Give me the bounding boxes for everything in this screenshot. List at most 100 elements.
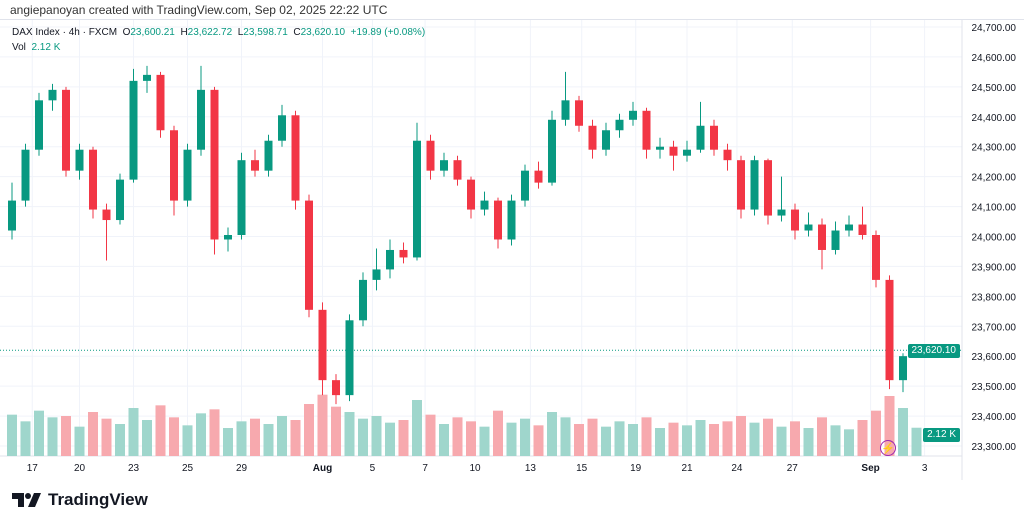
y-tick-label: 24,600.00 xyxy=(972,53,1017,64)
y-tick-label: 24,700.00 xyxy=(972,23,1017,34)
candle-body xyxy=(143,74,151,81)
volume-bar xyxy=(776,426,787,456)
volume-bar xyxy=(439,424,449,456)
volume-bar xyxy=(20,421,31,456)
candle-body xyxy=(723,149,732,161)
candle-body xyxy=(696,125,705,150)
volume-bar xyxy=(817,417,827,456)
volume-bar xyxy=(520,418,530,456)
volume-bar xyxy=(169,417,179,456)
volume-value: 2.12 K xyxy=(31,42,61,53)
volume-bar xyxy=(493,410,503,456)
x-tick-label: 21 xyxy=(681,463,693,474)
x-tick-label: 23 xyxy=(128,463,140,474)
volume-bar xyxy=(452,417,463,456)
symbol-name[interactable]: DAX Index · 4h · FXCM xyxy=(12,27,118,38)
candle-body xyxy=(548,119,556,183)
candle-body xyxy=(534,170,543,183)
y-tick-label: 23,800.00 xyxy=(972,292,1017,303)
candlestick-chart[interactable]: 24,700.00 24,600.00 24,500.00 24,400.00 24,3… xyxy=(0,0,1024,490)
volume-bar xyxy=(871,410,881,456)
volume-bar xyxy=(101,418,112,456)
candle-body xyxy=(89,149,97,210)
x-tick-label: 15 xyxy=(576,463,588,474)
volume-bar xyxy=(236,421,247,456)
volume-bar xyxy=(641,417,652,456)
high-label: H xyxy=(180,27,188,38)
candle-body xyxy=(494,200,502,240)
volume-bar xyxy=(7,414,17,456)
volume-bar xyxy=(128,408,139,456)
y-tick-label: 23,900.00 xyxy=(972,262,1017,273)
tradingview-logo[interactable]: TradingView xyxy=(12,490,148,510)
x-tick-label: 27 xyxy=(787,463,799,474)
candle-body xyxy=(467,179,475,210)
volume-bar xyxy=(331,406,341,456)
x-tick-label: 13 xyxy=(525,463,537,474)
candle-body xyxy=(737,160,745,210)
y-tick-label: 24,100.00 xyxy=(972,203,1017,214)
volume-bar xyxy=(736,416,746,456)
volume-bar xyxy=(722,421,733,456)
candle-body xyxy=(750,160,759,210)
candle-body xyxy=(710,125,718,150)
volume-bar xyxy=(803,428,814,456)
volume-label: Vol xyxy=(12,42,26,53)
volume-bar xyxy=(209,409,220,456)
volume-bar xyxy=(506,422,517,456)
volume-bar xyxy=(466,421,476,456)
candle-body xyxy=(332,380,340,396)
volume-bar xyxy=(155,405,166,456)
volume-bar xyxy=(844,429,854,456)
x-tick-label: 7 xyxy=(422,463,428,474)
candle-body xyxy=(372,269,381,280)
y-tick-label: 24,200.00 xyxy=(972,173,1017,184)
volume-bar xyxy=(547,412,557,456)
volume-bar xyxy=(34,410,44,456)
volume-bar xyxy=(398,420,409,456)
candle-body xyxy=(21,149,30,201)
candle-body xyxy=(359,279,367,321)
candle-body xyxy=(156,74,165,131)
candle-body xyxy=(386,249,394,270)
volume-bar xyxy=(479,426,490,456)
candle-body xyxy=(561,100,570,120)
candle-body xyxy=(777,209,786,216)
x-tick-label: 17 xyxy=(27,463,39,474)
y-tick-label: 23,300.00 xyxy=(972,442,1017,453)
candle-body xyxy=(480,200,489,210)
volume-bar xyxy=(412,400,422,456)
candle-body xyxy=(305,200,313,310)
volume-bar xyxy=(857,420,868,456)
candle-body xyxy=(48,89,57,101)
candle-body xyxy=(62,89,70,171)
candle-body xyxy=(642,110,651,150)
candle-body xyxy=(656,146,664,150)
candle-body xyxy=(872,235,880,280)
x-tick-label: 25 xyxy=(182,463,194,474)
candle-body xyxy=(237,160,246,236)
volume-bar xyxy=(88,412,98,456)
candle-body xyxy=(264,140,273,171)
candle-body xyxy=(35,100,43,150)
chart-frame[interactable] xyxy=(0,19,1024,481)
volume-bar xyxy=(709,424,719,456)
candle-body xyxy=(588,125,597,150)
volume-bar xyxy=(898,408,908,456)
close-label: C xyxy=(293,27,301,38)
logo-text: TradingView xyxy=(48,490,148,509)
volume-bar xyxy=(358,418,368,456)
volume-bar xyxy=(196,413,206,456)
lightning-icon[interactable]: ⚡ xyxy=(880,440,896,456)
candle-body xyxy=(899,356,907,381)
change-value: +19.89 (+0.08%) xyxy=(350,27,426,38)
volume-bar xyxy=(61,416,71,456)
y-tick-label: 24,300.00 xyxy=(972,143,1017,154)
candle-body xyxy=(858,224,867,236)
volume-bar xyxy=(682,425,692,456)
volume-bar xyxy=(749,422,760,456)
volume-bar xyxy=(115,424,125,456)
candle-body xyxy=(102,209,111,221)
volume-bar xyxy=(425,414,436,456)
volume-bar xyxy=(344,412,355,456)
